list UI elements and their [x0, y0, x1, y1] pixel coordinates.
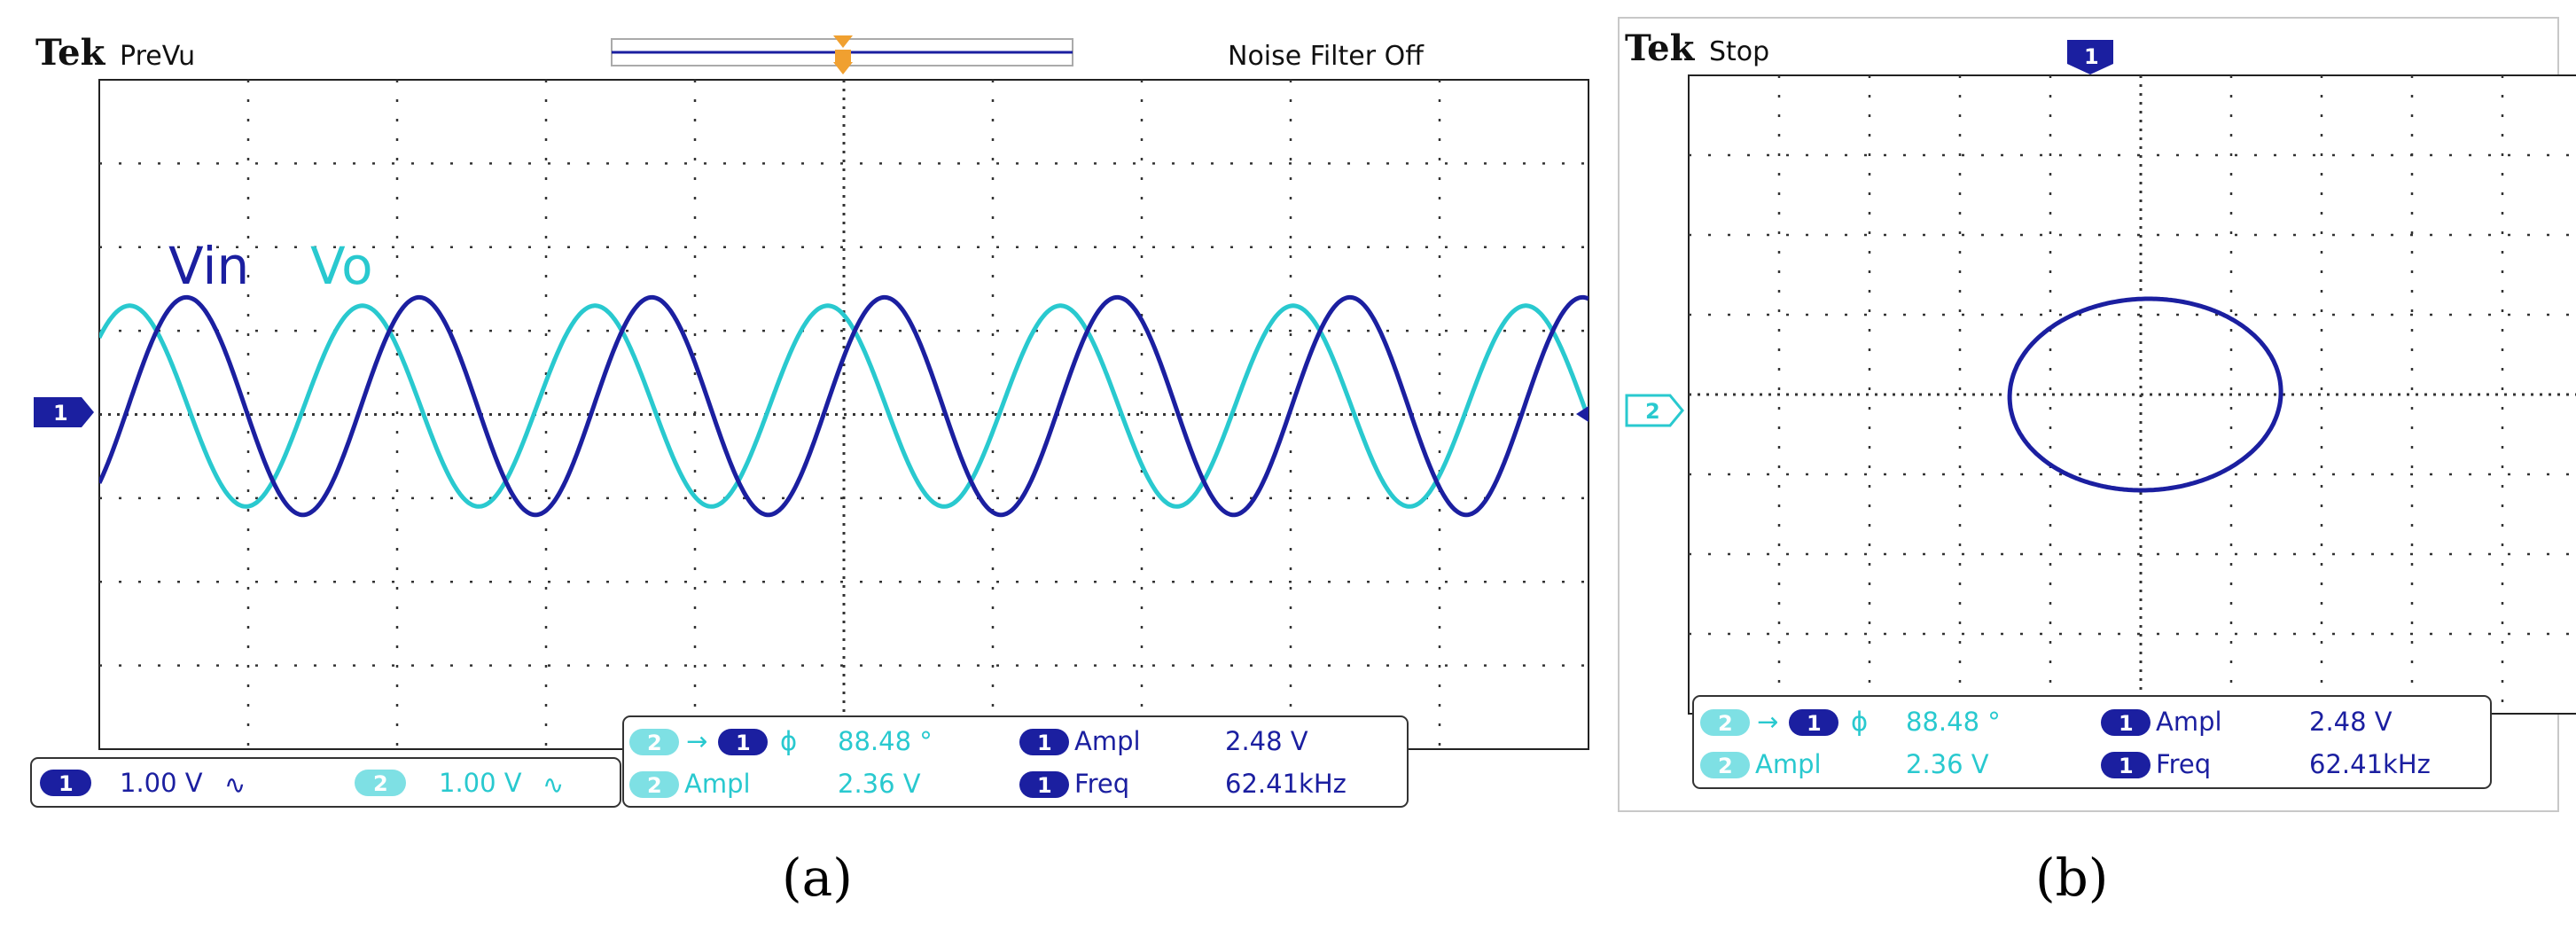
svg-text:1: 1 [2119, 711, 2134, 736]
ch1-coupling-icon: ∿ [224, 770, 246, 800]
caption-b: (b) [2035, 848, 2108, 908]
svg-text:1: 1 [1037, 773, 1052, 798]
svg-text:1: 1 [736, 731, 751, 755]
graticule-grid-b [1689, 75, 2576, 714]
trace-offscreen-arrow-icon [1576, 406, 1589, 422]
ch2-coupling-icon: ∿ [543, 770, 564, 800]
measurement-panel-b: 2 → 1 ϕ 88.48 ° 1 Ampl 2.48 V 2 Ampl 2.3… [1692, 695, 2492, 789]
acquisition-mode-b: Stop [1709, 36, 1769, 67]
svg-text:1: 1 [59, 771, 74, 796]
phase-value: 88.48 ° [838, 726, 933, 756]
ch1-badge [40, 770, 91, 796]
svg-text:2: 2 [373, 771, 388, 796]
brand-label-a: Tek [35, 32, 106, 74]
caption-a: (a) [782, 848, 853, 908]
svg-text:2: 2 [1718, 711, 1733, 736]
ch1-freq-label: Freq [1074, 769, 1129, 799]
svg-text:1: 1 [2119, 754, 2134, 778]
ch1-ampl-value-b: 2.48 V [2309, 707, 2393, 737]
phase-arrow-icon-b: → [1757, 707, 1778, 737]
ch1-scale: 1.00 V [120, 768, 203, 798]
ch2-ground-marker[interactable]: 2 [1625, 394, 1684, 427]
brand-label-b: Tek [1625, 27, 1696, 69]
svg-text:1: 1 [1037, 731, 1052, 755]
ch1-freq-label-b: Freq [2156, 749, 2211, 779]
svg-text:2: 2 [1645, 399, 1660, 424]
ch1-ground-marker[interactable]: 1 [34, 397, 94, 427]
ch2-badge [355, 770, 406, 796]
svg-text:2: 2 [647, 773, 662, 798]
phase-symbol: ϕ [780, 726, 797, 756]
channel-scale-bar: 1 1.00 V ∿ 2 1.00 V ∿ [30, 757, 621, 808]
ch1-ampl-label-b: Ampl [2156, 707, 2222, 737]
vin-trace [99, 294, 1589, 518]
svg-text:2: 2 [1718, 754, 1733, 778]
ch2-scale: 1.00 V [439, 768, 522, 798]
svg-text:1: 1 [53, 401, 68, 426]
ch1-ampl-value: 2.48 V [1225, 726, 1308, 756]
vo-trace [99, 303, 1589, 509]
ch1-ampl-label: Ampl [1074, 726, 1141, 756]
ch1-freq-value-b: 62.41kHz [2309, 749, 2431, 779]
svg-text:2: 2 [647, 731, 662, 755]
ch2-ampl-value: 2.36 V [838, 769, 921, 799]
svg-text:1: 1 [1807, 711, 1822, 736]
svg-text:1: 1 [2084, 44, 2099, 69]
ch2-ampl-label-b: Ampl [1755, 749, 1822, 779]
panel-a: Tek PreVu Noise Filter Off Vin Vo 1 [30, 32, 1589, 908]
ch1-freq-value: 62.41kHz [1225, 769, 1347, 799]
ch1-position-marker[interactable]: 1 [2067, 40, 2113, 74]
graticule-grid-a [99, 80, 1589, 749]
ch2-ampl-label: Ampl [684, 769, 751, 799]
ch2-ampl-value-b: 2.36 V [1906, 749, 1989, 779]
phase-symbol-b: ϕ [1851, 707, 1868, 737]
xy-lissajous-trace [2007, 296, 2283, 493]
phase-arrow-icon: → [686, 726, 707, 756]
noise-filter-status: Noise Filter Off [1228, 41, 1425, 72]
vin-trace-label: Vin [168, 236, 249, 296]
acquisition-mode-a: PreVu [120, 41, 195, 72]
vo-trace-label: Vo [310, 236, 373, 296]
phase-value-b: 88.48 ° [1906, 707, 2001, 737]
panel-b: Tek Stop 1 2 2 → 1 ϕ 88.48 ° 1 Ampl [1618, 17, 2576, 908]
measurement-panel-a: 2 → 1 ϕ 88.48 ° 1 Ampl 2.48 V 2 Ampl 2.3… [622, 715, 1409, 808]
